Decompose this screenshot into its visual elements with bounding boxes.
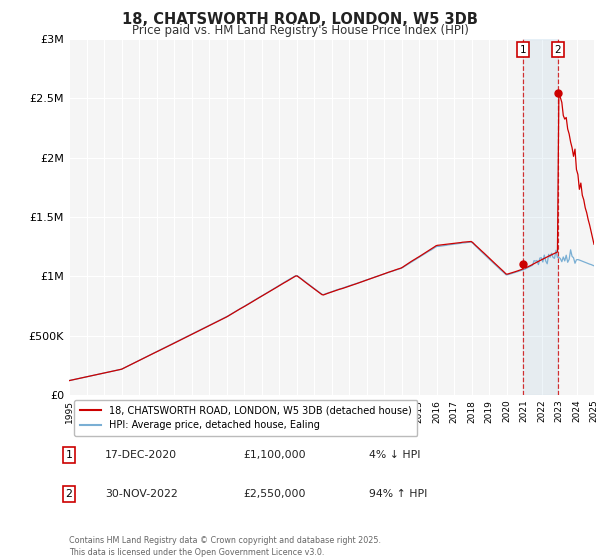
Text: 2: 2 (554, 45, 561, 54)
Text: Contains HM Land Registry data © Crown copyright and database right 2025.
This d: Contains HM Land Registry data © Crown c… (69, 536, 381, 557)
Text: 2: 2 (65, 489, 73, 499)
Text: 1: 1 (520, 45, 527, 54)
Text: 94% ↑ HPI: 94% ↑ HPI (369, 489, 427, 499)
Text: 4% ↓ HPI: 4% ↓ HPI (369, 450, 421, 460)
Text: 17-DEC-2020: 17-DEC-2020 (105, 450, 177, 460)
Text: Price paid vs. HM Land Registry's House Price Index (HPI): Price paid vs. HM Land Registry's House … (131, 24, 469, 37)
Text: 30-NOV-2022: 30-NOV-2022 (105, 489, 178, 499)
Legend: 18, CHATSWORTH ROAD, LONDON, W5 3DB (detached house), HPI: Average price, detach: 18, CHATSWORTH ROAD, LONDON, W5 3DB (det… (74, 400, 418, 436)
Text: £1,100,000: £1,100,000 (243, 450, 305, 460)
Text: 1: 1 (65, 450, 73, 460)
Text: 18, CHATSWORTH ROAD, LONDON, W5 3DB: 18, CHATSWORTH ROAD, LONDON, W5 3DB (122, 12, 478, 27)
Bar (523, 39, 557, 395)
Text: £2,550,000: £2,550,000 (243, 489, 305, 499)
